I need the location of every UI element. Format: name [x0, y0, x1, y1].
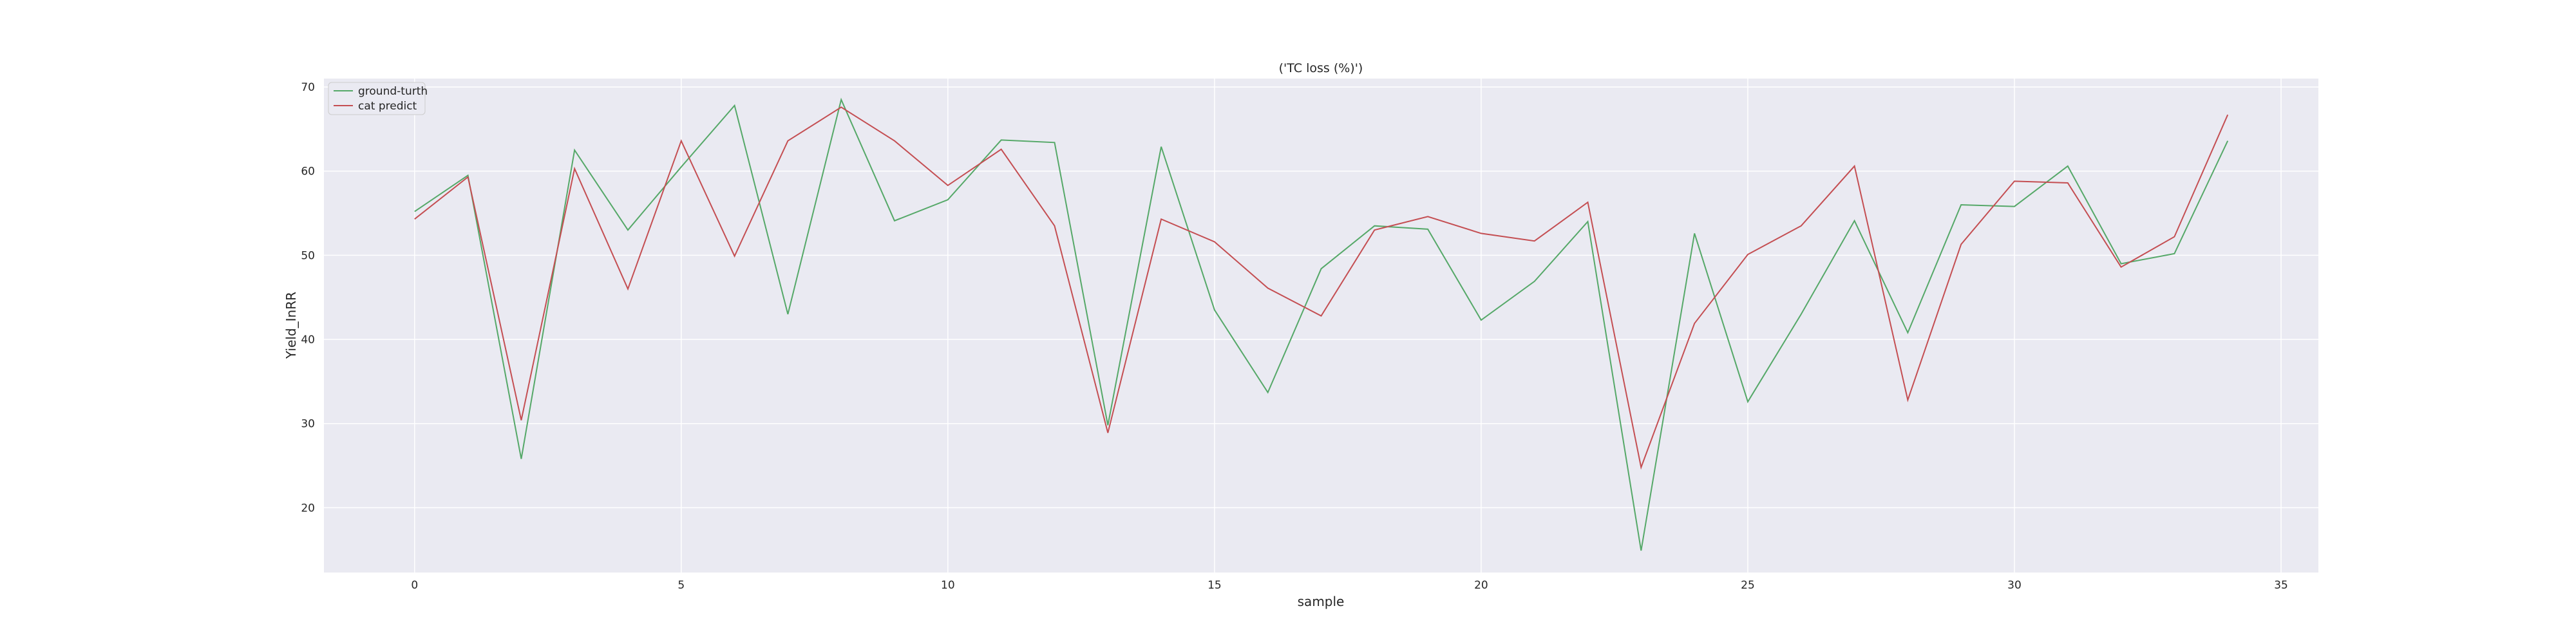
y-tick-label: 30 [301, 418, 315, 431]
x-tick-label: 10 [941, 579, 955, 592]
legend-label-cat-predict: cat predict [358, 100, 417, 113]
chart-title: ('TC loss (%)') [1279, 61, 1363, 75]
tick-labels: 0 5 10 15 20 25 30 35 20 30 40 50 60 70 [301, 81, 2287, 592]
y-tick-label: 60 [301, 166, 315, 178]
x-tick-label: 5 [677, 579, 685, 592]
series-line-cat-predict [414, 106, 2229, 470]
legend-label-ground-turth: ground-turth [358, 85, 428, 98]
y-tick-label: 70 [301, 81, 315, 94]
x-tick-label: 25 [1741, 579, 1755, 592]
x-tick-label: 35 [2274, 579, 2288, 592]
x-tick-label: 0 [411, 579, 418, 592]
plot-background [324, 79, 2318, 573]
series-lines [414, 97, 2229, 551]
y-tick-label: 40 [301, 334, 315, 346]
y-tick-label: 20 [301, 502, 315, 515]
legend: ground-turth cat predict [328, 82, 428, 115]
y-tick-label: 50 [301, 249, 315, 262]
x-tick-label: 20 [1474, 579, 1488, 592]
x-tick-label: 30 [2007, 579, 2022, 592]
x-tick-label: 15 [1208, 579, 1222, 592]
x-axis-label: sample [1298, 594, 1345, 609]
y-axis-label: Yield_InRR [283, 292, 299, 359]
series-line-ground-turth [414, 97, 2229, 551]
grid-lines [324, 79, 2318, 573]
